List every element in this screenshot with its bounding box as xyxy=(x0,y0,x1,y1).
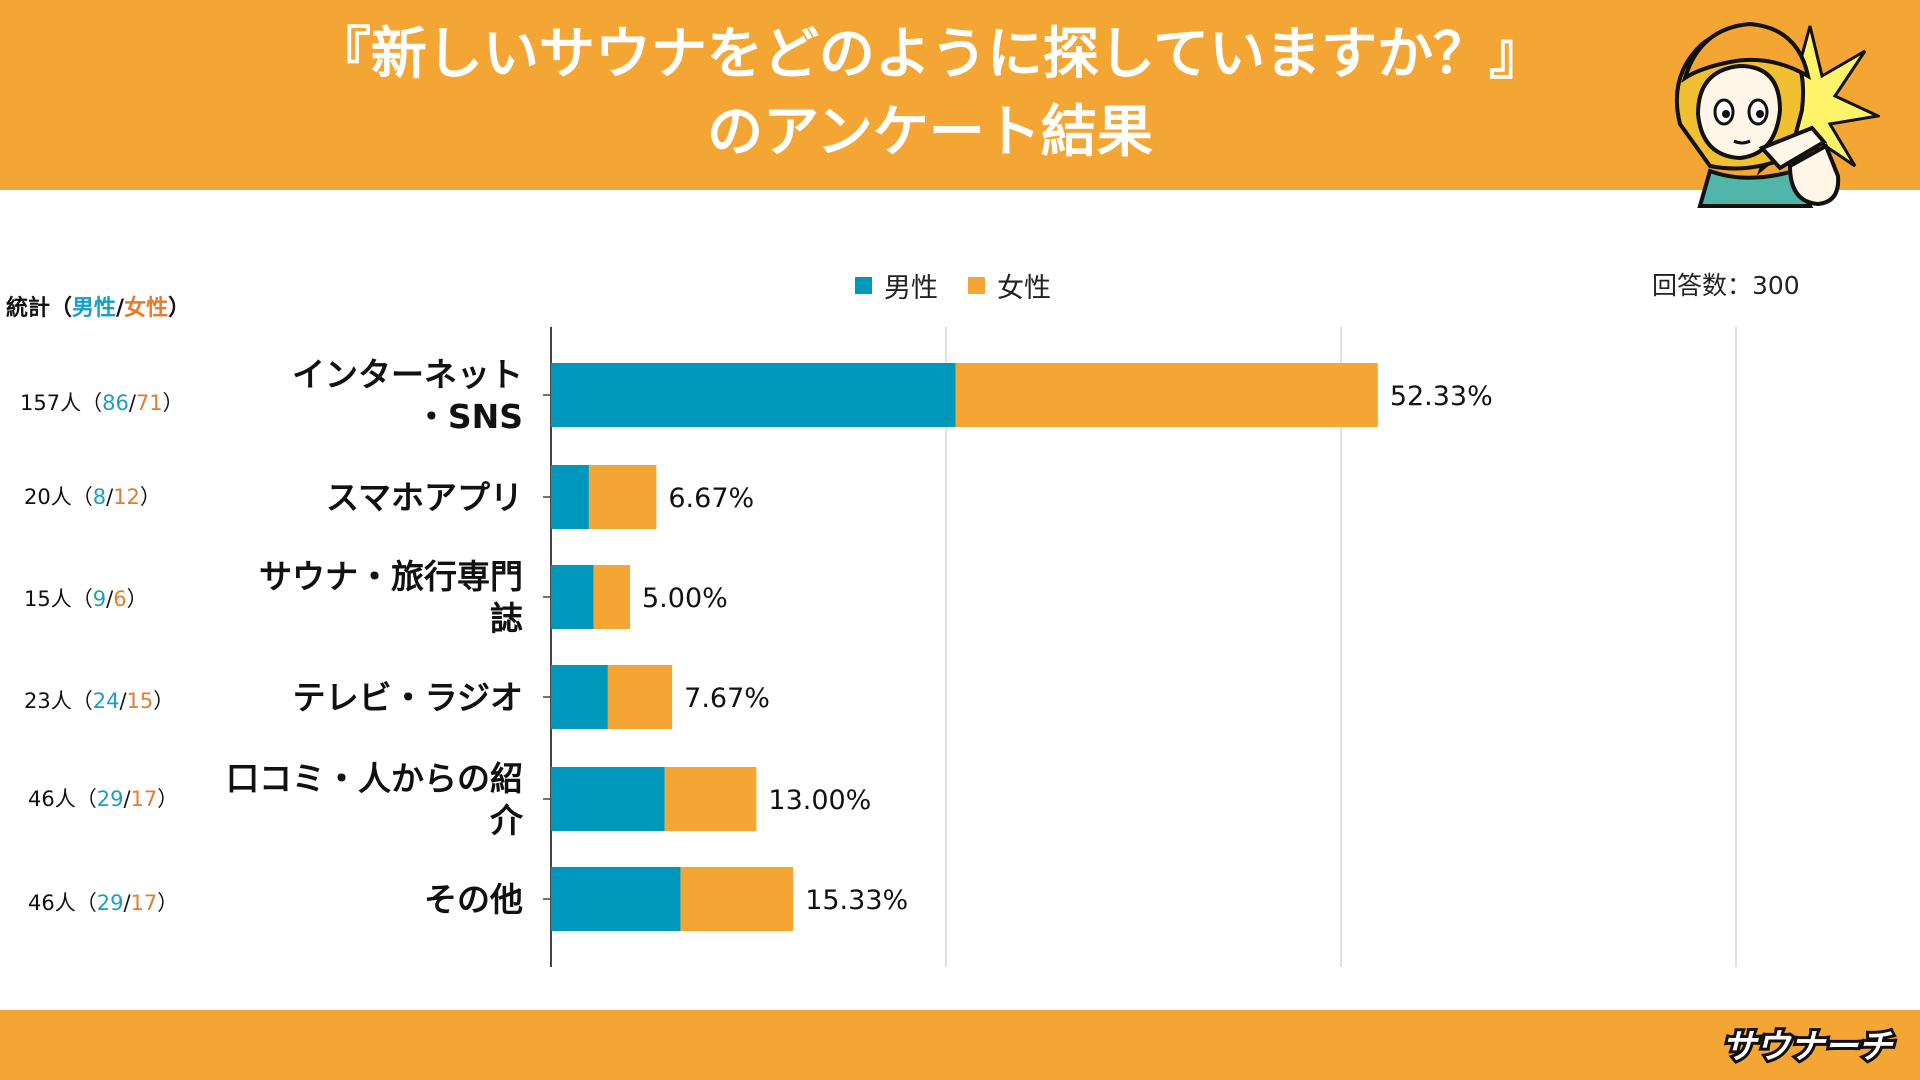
stat-close: ） xyxy=(162,391,184,415)
stat-female: 15 xyxy=(126,689,154,713)
stat-sep: / xyxy=(106,485,114,509)
stat-close: ） xyxy=(157,891,179,915)
stat-total: 46人（ xyxy=(28,787,97,811)
category-label: 介 xyxy=(490,801,524,840)
bar-female xyxy=(588,465,657,529)
bar-male xyxy=(551,465,589,529)
bar-male xyxy=(551,867,681,931)
bar-male xyxy=(551,665,608,729)
stats-heading-prefix: 統計（ xyxy=(6,296,73,321)
legend-female-label: 女性 xyxy=(997,273,1051,304)
data-label: 13.00% xyxy=(768,785,871,816)
data-label: 7.67% xyxy=(684,683,770,714)
page-title-line1: 『新しいサウナをどのように探していますか？』 xyxy=(314,22,1546,87)
brand-logo-text: サウナーチ xyxy=(1722,1027,1894,1067)
stat-total: 20人（ xyxy=(24,485,93,509)
stat-row: 20人（8/12） xyxy=(24,481,161,511)
stat-male: 9 xyxy=(92,587,107,611)
bar-female xyxy=(593,565,630,629)
stat-female: 12 xyxy=(113,485,140,509)
bar-chart: 52.33% インターネット・SNS 6.67% スマホアプリ 5.00% サウナ・旅行専… xyxy=(226,327,1737,967)
stats-heading-suffix: ） xyxy=(168,296,191,321)
bar-male xyxy=(551,767,665,831)
stat-male: 24 xyxy=(92,689,120,713)
data-label: 5.00% xyxy=(642,583,728,614)
stat-row: 46人（29/17） xyxy=(28,887,178,917)
stat-male: 29 xyxy=(96,787,124,811)
stat-sep: / xyxy=(128,391,136,415)
stat-total: 46人（ xyxy=(28,891,97,915)
data-label: 15.33% xyxy=(805,885,908,916)
stat-row: 23人（24/15） xyxy=(24,685,174,715)
stat-female: 17 xyxy=(130,891,158,915)
page-title-line2: のアンケート結果 xyxy=(707,100,1153,165)
stat-close: ） xyxy=(153,689,175,713)
brand-logo: サウナーチ xyxy=(1719,1024,1897,1070)
bar-female xyxy=(664,767,757,831)
category-label: 口コミ・人からの紹 xyxy=(226,759,523,798)
data-label: 6.67% xyxy=(668,483,754,514)
stat-male: 29 xyxy=(96,891,124,915)
stat-total: 23人（ xyxy=(24,689,93,713)
stat-male: 8 xyxy=(92,485,107,509)
bar-female xyxy=(955,363,1378,427)
stat-row: 157人（86/71） xyxy=(20,387,184,417)
stat-female: 17 xyxy=(130,787,158,811)
stat-row: 15人（9/6） xyxy=(24,583,148,613)
category-label: インターネット xyxy=(292,355,523,394)
header-banner: 『新しいサウナをどのように探していますか？』 のアンケート結果 xyxy=(0,0,1920,208)
stat-sep: / xyxy=(106,587,114,611)
footer-bar xyxy=(0,1010,1920,1080)
bar-male xyxy=(551,363,956,427)
bar-female xyxy=(680,867,794,931)
category-label: その他 xyxy=(424,880,523,919)
stat-female: 6 xyxy=(113,587,127,611)
legend-male-label: 男性 xyxy=(884,273,938,304)
respondents-count: 回答数：300 xyxy=(1652,271,1800,300)
stats-heading-sep: / xyxy=(116,296,125,321)
mascot-illustration xyxy=(1674,21,1880,208)
stat-total: 157人（ xyxy=(20,391,103,415)
bar-female xyxy=(607,665,673,729)
category-label: 誌 xyxy=(490,599,523,638)
category-label: スマホアプリ xyxy=(326,478,523,517)
stat-male: 86 xyxy=(102,391,129,415)
stats-heading-female: 女性 xyxy=(124,296,169,321)
bar-male xyxy=(551,565,594,629)
stat-close: ） xyxy=(139,485,161,509)
stat-female: 71 xyxy=(135,391,163,415)
stat-sep: / xyxy=(123,787,131,811)
stat-sep: / xyxy=(119,689,127,713)
category-label: テレビ・ラジオ xyxy=(293,678,523,717)
chart-legend: 男性 女性 xyxy=(855,266,1081,305)
stats-heading: 統計（男性/女性） xyxy=(6,290,190,322)
legend-female-swatch xyxy=(968,277,985,294)
category-label: サウナ・旅行専門 xyxy=(259,557,523,596)
stat-total: 15人（ xyxy=(24,587,93,611)
category-label: ・SNS xyxy=(415,397,523,436)
stat-sep: / xyxy=(123,891,131,915)
data-label: 52.33% xyxy=(1390,381,1493,412)
stat-close: ） xyxy=(157,787,179,811)
stat-row: 46人（29/17） xyxy=(28,783,178,813)
stat-close: ） xyxy=(126,587,148,611)
legend-male-swatch xyxy=(855,277,872,294)
stats-heading-male: 男性 xyxy=(72,296,117,321)
